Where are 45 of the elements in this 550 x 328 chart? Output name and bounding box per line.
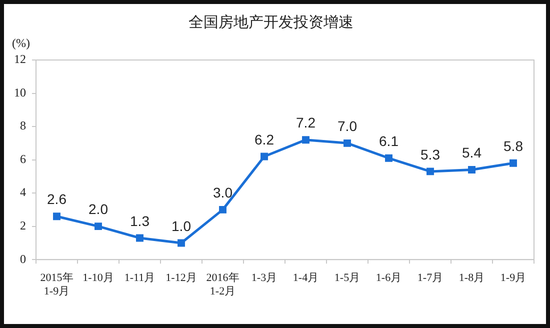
x-tick-label: 1-12月 xyxy=(166,272,197,284)
data-label: 6.1 xyxy=(379,132,399,149)
point xyxy=(178,239,185,247)
point xyxy=(468,166,476,174)
y-axis-title: (%) xyxy=(12,36,30,50)
y-tick-label: 2 xyxy=(20,218,26,232)
point xyxy=(94,222,102,230)
x-tick-label: 1-6月 xyxy=(376,272,402,284)
chart-title: 全国房地产开发投资增速 xyxy=(188,12,354,31)
y-tick-label: 4 xyxy=(20,185,26,200)
x-tick-label: 1-9月 xyxy=(500,272,526,284)
point xyxy=(426,168,434,176)
x-tick-label: 2015年 1-9月 xyxy=(40,272,74,298)
data-label: 5.4 xyxy=(462,144,482,161)
x-tick-label: 1-4月 xyxy=(292,272,319,284)
point xyxy=(53,212,60,220)
y-tick-label: 8 xyxy=(20,118,26,133)
point xyxy=(260,152,268,160)
data-label: 6.2 xyxy=(254,131,274,148)
data-label: 5.3 xyxy=(420,146,440,162)
x-tick-label: 1-11月 xyxy=(124,272,156,284)
y-tick-label: 6 xyxy=(20,152,26,166)
data-label: 5.8 xyxy=(504,138,524,154)
point xyxy=(385,154,392,162)
point xyxy=(344,139,351,147)
point xyxy=(302,136,310,144)
x-tick-label: 1-10月 xyxy=(82,272,114,284)
point xyxy=(219,206,226,214)
data-label: 2.0 xyxy=(88,201,108,218)
data-label: 1.0 xyxy=(172,218,192,234)
y-tick-label: 10 xyxy=(14,85,26,100)
point xyxy=(136,234,144,242)
data-label: 1.3 xyxy=(130,212,150,229)
x-tick-label: 1-8月 xyxy=(458,272,485,284)
data-label: 2.6 xyxy=(47,191,67,208)
x-tick-label: 1-3月 xyxy=(251,272,278,284)
data-label: 7.2 xyxy=(296,114,316,131)
point xyxy=(510,159,517,167)
y-tick-label: 0 xyxy=(20,252,26,266)
data-label: 3.0 xyxy=(213,184,233,201)
y-tick-label: 12 xyxy=(14,52,26,66)
x-tick-label: 1-5月 xyxy=(334,272,360,284)
data-label: 7.0 xyxy=(338,118,358,134)
x-tick-label: 2016年 1-2月 xyxy=(206,272,240,298)
x-tick-label: 1-7月 xyxy=(417,272,444,284)
